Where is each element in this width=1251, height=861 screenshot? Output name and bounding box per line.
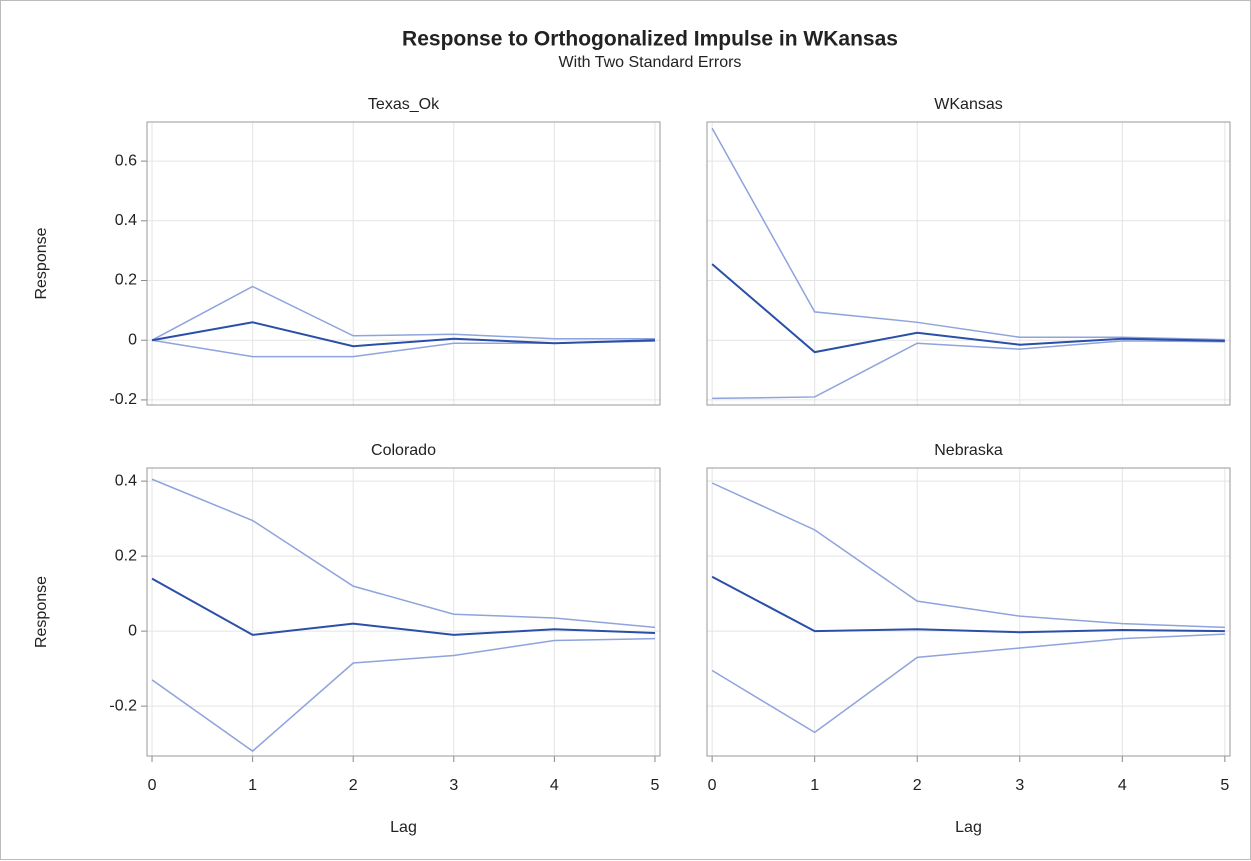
y-tick-label: 0.2 [115, 272, 137, 289]
x-tick-label: 1 [248, 777, 257, 794]
series-line [711, 575, 1225, 634]
x-axis-label: Lag [390, 819, 417, 836]
y-tick-label: 0.2 [115, 547, 137, 564]
series-line [712, 340, 1225, 400]
series-line [151, 577, 656, 636]
y-tick-label: 0.4 [115, 212, 137, 229]
y-tick-label: 0.6 [115, 152, 137, 169]
series-line [711, 263, 1225, 354]
x-tick-label: 5 [1220, 777, 1229, 794]
plot-frame [146, 121, 661, 406]
chart-subtitle: With Two Standard Errors [559, 54, 742, 71]
x-tick-label: 3 [1015, 777, 1024, 794]
y-tick-label: -0.2 [109, 697, 137, 714]
y-tick-label: 0.4 [115, 472, 137, 489]
chart-title: Response to Orthogonalized Impulse in WK… [402, 28, 898, 51]
x-tick-label: 0 [148, 777, 157, 794]
x-tick-label: 1 [810, 777, 819, 794]
y-axis-label: Response [33, 576, 50, 648]
series-line [711, 127, 1225, 341]
plot-frame [706, 121, 1231, 406]
series-line [711, 482, 1225, 629]
y-axis-label: Response [33, 227, 50, 299]
series-line [151, 321, 656, 348]
panel-title: Nebraska [934, 442, 1003, 459]
panel-title: Colorado [371, 442, 436, 459]
panel-title: Texas_Ok [368, 96, 440, 113]
y-tick-label: 0 [128, 331, 137, 348]
series-line [151, 478, 656, 629]
series-line [151, 637, 655, 753]
plot-frame [146, 467, 661, 757]
x-tick-label: 2 [349, 777, 358, 794]
x-tick-label: 4 [1118, 777, 1127, 794]
y-tick-label: -0.2 [109, 391, 137, 408]
panel-title: WKansas [934, 96, 1002, 113]
x-axis-label: Lag [955, 819, 982, 836]
x-tick-label: 5 [651, 777, 660, 794]
x-tick-label: 0 [708, 777, 717, 794]
plot-frame [706, 467, 1231, 757]
x-tick-label: 3 [449, 777, 458, 794]
x-tick-label: 4 [550, 777, 559, 794]
series-line [711, 633, 1225, 734]
x-tick-label: 2 [913, 777, 922, 794]
y-tick-label: 0 [128, 622, 137, 639]
series-line [151, 285, 655, 341]
